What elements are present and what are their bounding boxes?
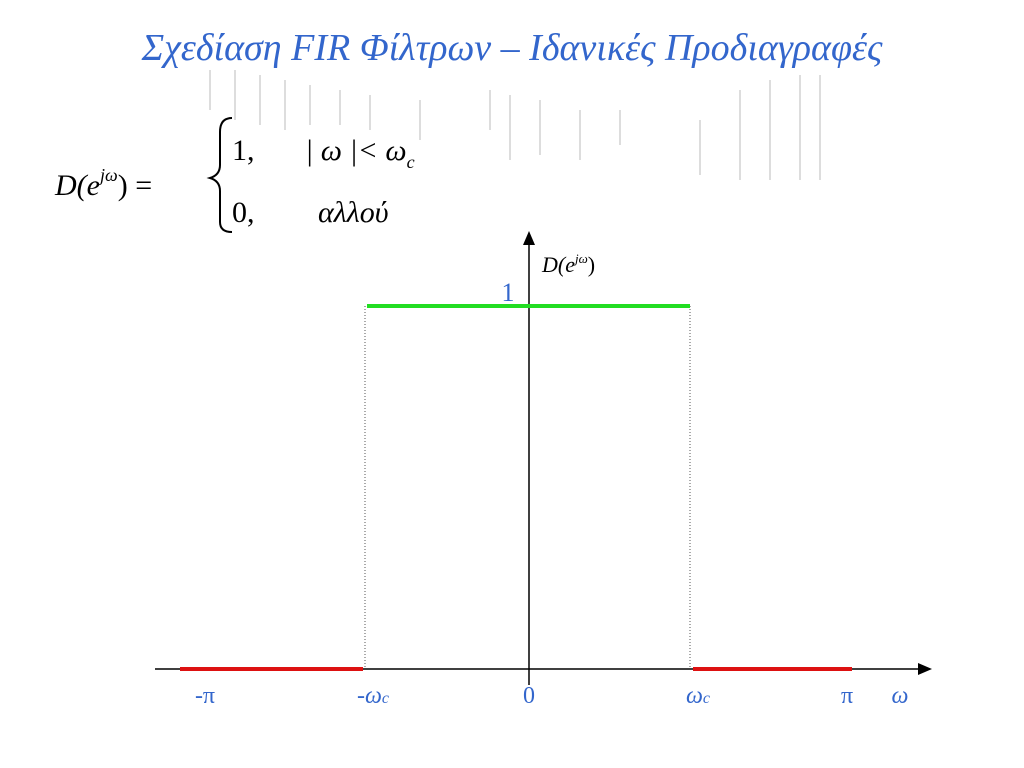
x-label-main: ω — [686, 683, 703, 709]
x-label-main: ω — [892, 683, 909, 709]
x-label: 0 — [523, 683, 535, 709]
x-label: -π — [195, 683, 215, 709]
y-label-sup: jω — [573, 251, 588, 266]
x-label: ω — [892, 683, 909, 709]
x-label-sub: c — [382, 690, 389, 707]
x-label-sub: c — [703, 690, 710, 707]
y-label-main: D(e — [541, 252, 575, 277]
case2-value: 0, — [232, 196, 255, 229]
x-label-main: -ω — [357, 683, 382, 709]
lhs-close: ) = — [118, 169, 152, 202]
x-label-main: -π — [195, 683, 215, 709]
plot: D(ejω) 1 -π -ωc 0 ωc π ω — [155, 231, 932, 709]
y-label: D(ejω) — [541, 251, 595, 277]
case1-condition: | ω |< ωc — [305, 134, 415, 172]
case2-condition: αλλού — [318, 196, 389, 229]
slide-title: Σχεδίαση FIR Φίλτρων – Ιδανικές Προδιαγρ… — [141, 27, 883, 69]
lhs-sup: jω — [98, 165, 118, 185]
brace — [206, 117, 233, 233]
level-label: 1 — [502, 278, 515, 307]
decorative-waveform — [209, 70, 821, 180]
x-label: ωc — [686, 683, 710, 709]
y-label-close: ) — [588, 252, 595, 277]
x-label-main: π — [841, 683, 853, 709]
y-arrow — [523, 231, 535, 245]
x-label-main: 0 — [523, 683, 535, 709]
lhs: D(e — [54, 169, 100, 202]
equation: D(ejω) = 1, | ω |< ωc 0, αλλού — [54, 117, 415, 233]
x-arrow — [918, 663, 932, 675]
case1-value: 1, — [232, 134, 255, 167]
x-labels: -π -ωc 0 ωc π ω — [195, 683, 909, 709]
equation-lhs: D(ejω) = — [54, 165, 152, 202]
x-label: -ωc — [357, 683, 389, 709]
x-label: π — [841, 683, 853, 709]
condition: | ω |< ω — [305, 134, 407, 167]
condition-sub: c — [407, 152, 415, 172]
